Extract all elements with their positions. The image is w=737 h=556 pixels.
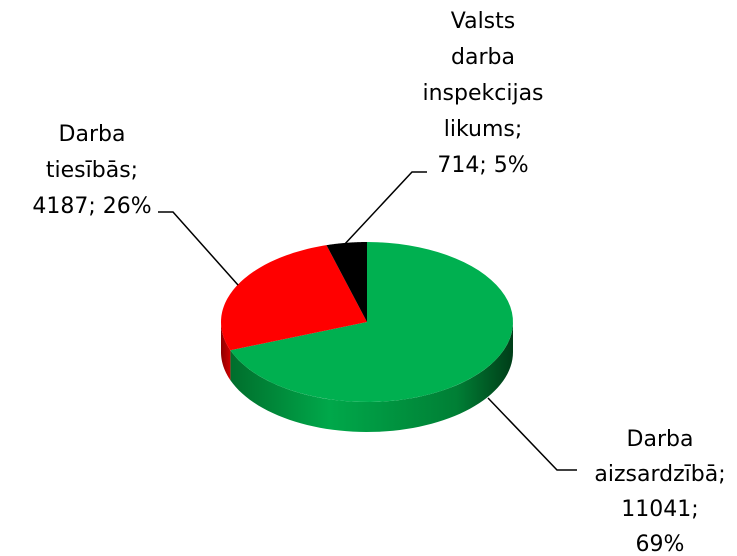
- data-label-line: 11041;: [621, 497, 698, 522]
- data-label-line: aizsardzībā;: [594, 462, 725, 487]
- slice: [230, 242, 513, 402]
- slice-side: [230, 322, 513, 432]
- leader-line: [158, 211, 239, 286]
- data-label-line: 69%: [636, 532, 685, 556]
- data-label-line: Valsts: [451, 9, 516, 34]
- data-label-line: darba: [451, 45, 515, 70]
- data-label: Darba aizsardzībā; 11041; 69%: [594, 427, 725, 556]
- slice: [326, 242, 367, 322]
- data-label-line: 714; 5%: [437, 153, 528, 178]
- data-label-line: tiesībās;: [46, 158, 138, 183]
- data-label-line: Darba: [59, 122, 126, 147]
- data-label-line: Darba: [627, 427, 694, 452]
- data-label-line: 4187; 26%: [32, 194, 151, 219]
- data-label-line: inspekcijas: [422, 81, 543, 106]
- data-label: Valsts darba inspekcijas likums; 714; 5%: [422, 9, 543, 178]
- leader-line: [342, 171, 427, 247]
- slice-side: [221, 322, 231, 381]
- data-label-line: likums;: [444, 117, 523, 142]
- leader-line: [487, 397, 577, 471]
- data-label: Darba tiesībās; 4187; 26%: [32, 122, 151, 219]
- slice: [221, 245, 367, 351]
